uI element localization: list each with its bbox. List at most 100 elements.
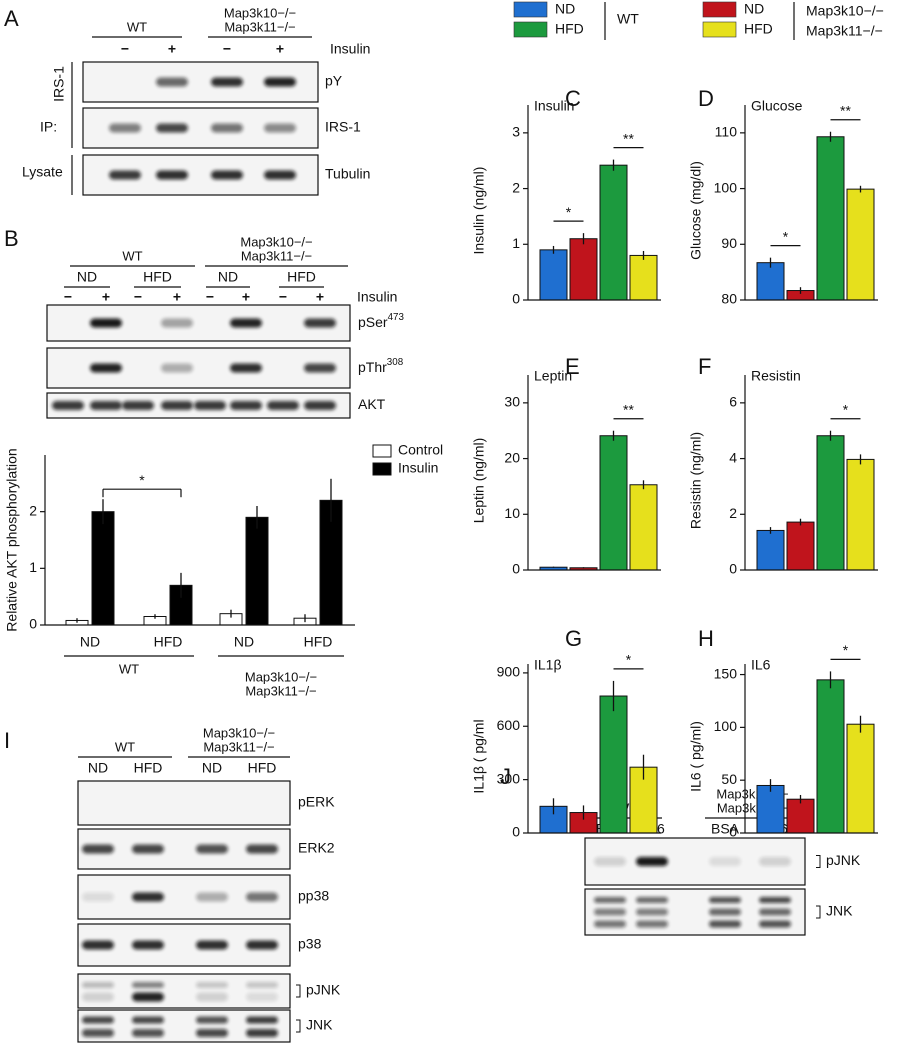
group-label: WT xyxy=(115,739,135,754)
blot-band xyxy=(264,123,296,133)
blot-strip xyxy=(77,780,291,826)
group-label: WT xyxy=(119,661,139,676)
panel-letter: A xyxy=(4,6,19,31)
legend-swatch xyxy=(372,462,392,476)
blot-band xyxy=(132,892,164,902)
blot-band xyxy=(132,992,164,1002)
blot-band xyxy=(156,170,188,180)
blot-band xyxy=(594,920,626,928)
bar xyxy=(629,484,658,571)
significance-label: ** xyxy=(623,401,634,417)
blot-band xyxy=(246,982,278,988)
bar xyxy=(846,188,875,301)
condition-label: HFD xyxy=(143,269,172,285)
blot-band xyxy=(109,123,141,133)
blot-band xyxy=(636,908,668,916)
blot-band xyxy=(132,844,164,854)
lane-label: + xyxy=(316,289,324,305)
y-tick-label: 4 xyxy=(729,449,737,465)
blot-band xyxy=(246,844,278,854)
blot-band xyxy=(82,892,114,902)
chart-title: IL6 xyxy=(751,657,771,673)
legend-label: HFD xyxy=(744,21,773,37)
y-tick-label: 50 xyxy=(721,771,737,787)
blot-band xyxy=(122,401,154,410)
row-label: pSer473 xyxy=(358,312,404,330)
blot-band xyxy=(304,401,336,410)
y-tick-label: 0 xyxy=(512,824,520,840)
row-label: p38 xyxy=(298,936,322,952)
y-tick-label: 150 xyxy=(714,665,738,681)
blot-band xyxy=(246,892,278,902)
lane-label: − xyxy=(206,289,214,305)
treatment-label: Insulin xyxy=(330,41,370,57)
y-tick-label: 0 xyxy=(512,561,520,577)
significance-label: ** xyxy=(840,102,851,118)
y-axis-label: Leptin (ng/ml) xyxy=(471,438,487,524)
chart-title: Glucose xyxy=(751,98,803,114)
blot-band xyxy=(196,1029,228,1037)
blot-strip xyxy=(77,973,291,1009)
condition-label: ND xyxy=(77,269,97,285)
blot-band xyxy=(264,170,296,180)
lane-label: + xyxy=(173,289,181,305)
blot-band xyxy=(264,77,296,87)
row-label: pp38 xyxy=(298,888,329,904)
legend-swatch xyxy=(513,21,548,38)
legend-swatch xyxy=(702,21,737,38)
panel-letter: I xyxy=(4,728,10,753)
blot-band xyxy=(304,363,336,373)
condition-label: HFD xyxy=(248,760,277,776)
blot-band xyxy=(594,897,626,903)
y-tick-label: 30 xyxy=(504,394,520,410)
blot-band xyxy=(82,844,114,854)
blot-band xyxy=(161,318,193,328)
x-tick-label: HFD xyxy=(154,634,183,650)
lane-label: − xyxy=(121,41,129,57)
bar xyxy=(816,435,845,571)
y-axis-label: Resistin (ng/ml) xyxy=(688,432,704,529)
y-axis-label: Glucose (mg/dl) xyxy=(688,161,704,260)
y-axis-label: IL6 ( pg/ml) xyxy=(688,721,704,792)
significance-label: * xyxy=(566,204,572,220)
legend-swatch xyxy=(702,1,737,18)
x-tick-label: ND xyxy=(80,634,100,650)
chart-title: Resistin xyxy=(751,368,801,384)
y-tick-label: 100 xyxy=(714,718,738,734)
y-tick-label: 0 xyxy=(729,561,737,577)
group-label: WT xyxy=(127,19,147,34)
bar xyxy=(245,516,269,626)
blot-band xyxy=(230,363,262,373)
bar xyxy=(756,529,785,571)
blot-band xyxy=(636,897,668,903)
chart-title: IL1β xyxy=(534,657,562,673)
lane-label: − xyxy=(64,289,72,305)
lane-label: − xyxy=(223,41,231,57)
condition-label: ND xyxy=(88,760,108,776)
panel-letter: E xyxy=(565,354,580,379)
blot-band xyxy=(196,844,228,854)
blot-band xyxy=(109,170,141,180)
row-bracket xyxy=(296,1019,301,1033)
bar xyxy=(539,249,568,301)
y-tick-label: 20 xyxy=(504,449,520,465)
legend-group-label: Map3k11−/− xyxy=(806,23,883,39)
condition-label: HFD xyxy=(287,269,316,285)
bar xyxy=(816,679,845,834)
bar xyxy=(786,798,815,834)
blot-band xyxy=(230,401,262,410)
y-tick-label: 1 xyxy=(29,559,37,575)
group-label: Map3k10−/− xyxy=(203,725,275,740)
significance-label: * xyxy=(843,642,849,658)
y-tick-label: 90 xyxy=(721,235,737,251)
bar xyxy=(629,254,658,301)
row-label: pJNK xyxy=(306,982,341,998)
blot-band xyxy=(196,892,228,902)
blot-band xyxy=(709,908,741,916)
blot-band xyxy=(230,318,262,328)
blot-band xyxy=(194,401,226,410)
legend-label: HFD xyxy=(555,21,584,37)
legend-label: ND xyxy=(744,1,764,17)
y-tick-label: 110 xyxy=(715,124,738,140)
